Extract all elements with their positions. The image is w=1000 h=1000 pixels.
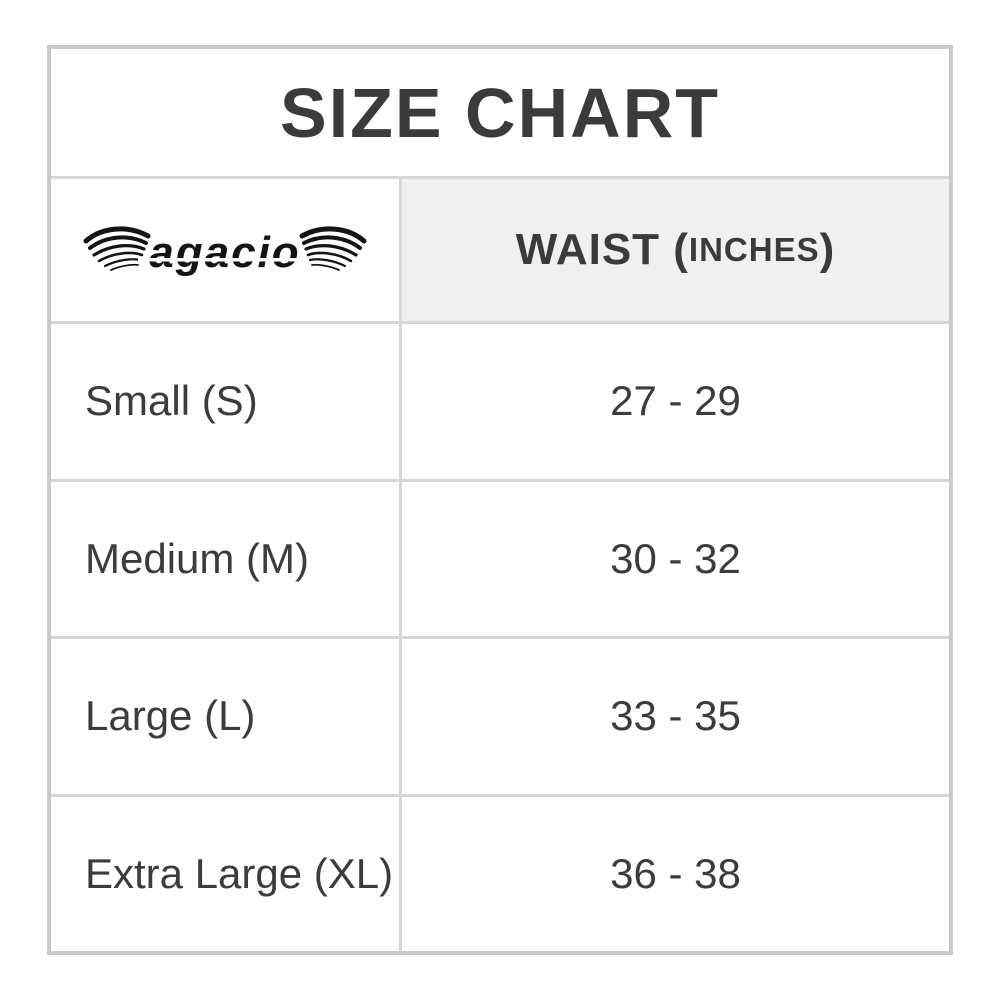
size-cell-extra-large: Extra Large (XL)	[51, 793, 399, 951]
waist-header-label: WAIST (	[515, 225, 689, 274]
size-cell-large: Large (L)	[51, 636, 399, 794]
waist-cell-extra-large: 36 - 38	[399, 793, 949, 951]
logo-text: agacio	[149, 228, 300, 277]
waist-cell-medium: 30 - 32	[399, 478, 949, 636]
waist-cell-small: 27 - 29	[399, 321, 949, 479]
logo-stencil-slit	[138, 258, 312, 262]
size-cell-small: Small (S)	[51, 321, 399, 479]
waist-column-header: WAIST (INCHES)	[399, 176, 949, 321]
wing-left-icon	[83, 226, 151, 271]
size-chart-table: SIZE CHART agacio WA	[47, 45, 953, 955]
wing-right-icon	[299, 226, 367, 271]
size-chart-title: SIZE CHART	[280, 73, 720, 152]
waist-header-unit: INCHES	[688, 231, 820, 268]
size-cell-medium: Medium (M)	[51, 478, 399, 636]
waist-cell-large: 33 - 35	[399, 636, 949, 794]
brand-logo-cell: agacio	[51, 176, 399, 321]
agacio-logo: agacio	[83, 226, 367, 277]
waist-header-close-paren: )	[819, 225, 836, 274]
